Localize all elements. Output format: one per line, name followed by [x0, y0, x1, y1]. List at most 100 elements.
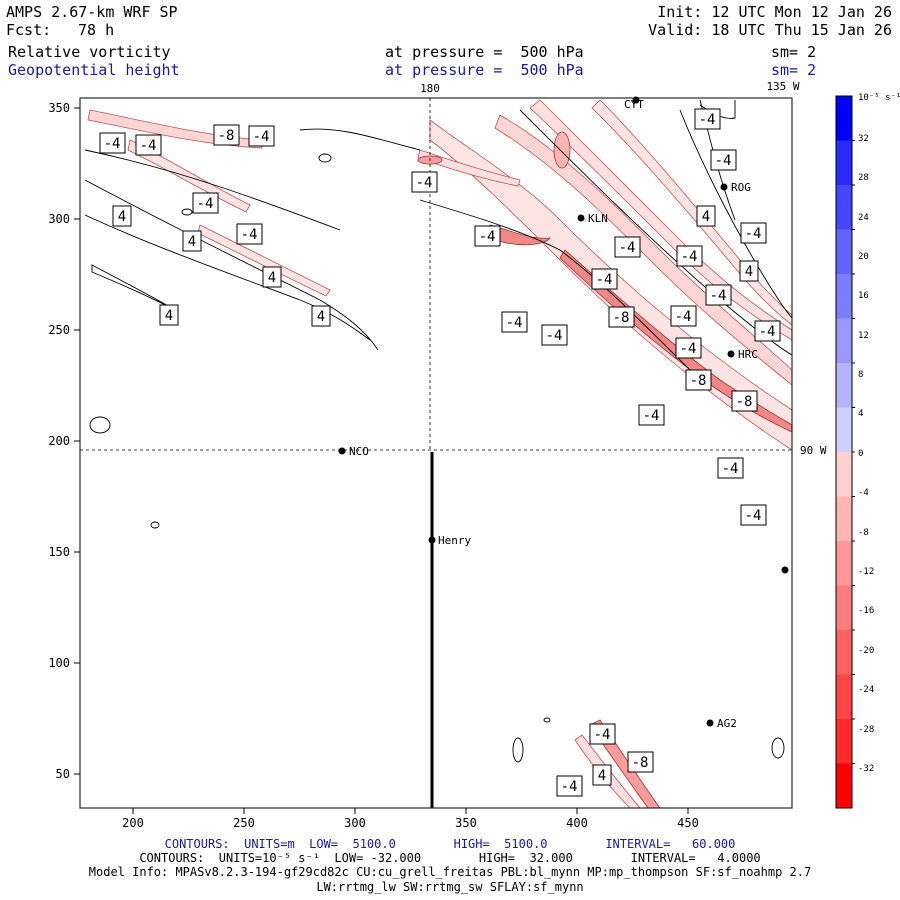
- contour-label: -4: [722, 461, 739, 477]
- contour-label-box: -4: [717, 457, 744, 479]
- contour-label: -4: [710, 288, 727, 304]
- colorbar-segment: [836, 763, 852, 809]
- x-tick-label: 300: [344, 816, 366, 830]
- colorbar-tick: 0: [858, 449, 863, 459]
- colorbar-tick-labels: 32 28 24 20 16 12 8 4 0 -4 -8 -12 -16 -2…: [858, 134, 874, 774]
- y-axis-labels: 350 300 250 200 150 100 50: [48, 101, 70, 781]
- contour-label-box: -8: [627, 751, 654, 773]
- colorbar-segment: [836, 496, 852, 542]
- x-tick-label: 400: [566, 816, 588, 830]
- contour-label: -4: [561, 779, 578, 795]
- contour-label: 4: [268, 270, 276, 286]
- contour-label: 4: [317, 309, 325, 325]
- contour-label-box: 4: [112, 205, 132, 227]
- x-tick-label: 450: [677, 816, 699, 830]
- contour-label-box: -8: [731, 390, 758, 412]
- contour-label: -4: [546, 328, 563, 344]
- contour-label-box: -4: [589, 723, 616, 745]
- contour-label-box: -4: [591, 268, 618, 290]
- colorbar-segment: [836, 185, 852, 230]
- footer-vorticity-contours: CONTOURS: UNITS=10⁻⁵ s⁻¹ LOW= -32.000 HI…: [139, 851, 761, 865]
- contour-label-box: -4: [614, 236, 641, 258]
- colorbar-segment: [836, 274, 852, 319]
- station-label-ag2: AG2: [717, 717, 737, 730]
- contour-label-box: -4: [638, 404, 665, 426]
- contour-label: -8: [218, 128, 235, 144]
- footer-height-contours: CONTOURS: UNITS=m LOW= 5100.0 HIGH= 5100…: [164, 837, 736, 851]
- contour-label: -4: [253, 129, 270, 145]
- contour-label: -4: [479, 229, 496, 245]
- contour-label: -4: [619, 240, 636, 256]
- contour-label: -4: [594, 727, 611, 743]
- colorbar-tick: -28: [858, 725, 874, 735]
- station-marker: [727, 350, 735, 358]
- model-title: AMPS 2.67-km WRF SP: [6, 3, 178, 21]
- contour-label-box: 4: [592, 764, 612, 786]
- station-marker: [632, 96, 640, 104]
- contour-label-box: -4: [192, 192, 219, 214]
- contour-label-box: 4: [159, 304, 179, 326]
- colorbar-segment: [836, 585, 852, 631]
- station-label-hrc: HRC: [738, 348, 758, 361]
- station-label-nco: NCO: [349, 445, 369, 458]
- contour-label-box: -4: [754, 320, 781, 342]
- contour-label: -4: [699, 112, 716, 128]
- y-tick-label: 150: [48, 545, 70, 559]
- contour-label: -4: [197, 196, 214, 212]
- contour-labels: -4 -4 -8 -4 -4 -4 4 4 4 4 4 -4 -4 -4 -4 …: [99, 108, 781, 797]
- colorbar-tick: -12: [858, 567, 874, 577]
- station-marker: [706, 719, 714, 727]
- station-marker: [720, 183, 728, 191]
- colorbar-tick: 8: [858, 370, 863, 380]
- x-tick-label: 200: [122, 816, 144, 830]
- contour-label-box: 4: [311, 305, 331, 327]
- colorbar-segment: [836, 140, 852, 186]
- contour-label-box: -4: [135, 134, 162, 156]
- contour-label: -4: [140, 138, 157, 154]
- x-tick-label: 350: [455, 816, 477, 830]
- colorbar-segment: [836, 541, 852, 586]
- contour-label: -4: [104, 136, 121, 152]
- contour-label-box: -4: [675, 337, 702, 359]
- colorbar-segment: [836, 96, 852, 141]
- contour-label: 4: [165, 308, 173, 324]
- contour-label-box: -4: [556, 775, 583, 797]
- y-tick-label: 50: [56, 767, 70, 781]
- y-tick-label: 350: [48, 101, 70, 115]
- contour-label-box: -4: [236, 223, 263, 245]
- colorbar-segment: [836, 407, 852, 453]
- graticule-lines: [80, 98, 792, 452]
- contour-label: -4: [715, 153, 732, 169]
- colorbar-tick: 4: [858, 409, 863, 419]
- tick-marks: [74, 107, 689, 814]
- field1-level: at pressure = 500 hPa: [385, 43, 584, 61]
- colorbar-tick: -32: [858, 764, 874, 774]
- forecast-value: 78 h: [78, 21, 115, 39]
- colorbar-tick: -8: [858, 528, 869, 538]
- colorbar-segment: [836, 363, 852, 408]
- valid-time: Valid: 18 UTC Thu 15 Jan 26: [648, 21, 892, 39]
- contour-label: -4: [681, 249, 698, 265]
- field2-name: Geopotential height: [8, 61, 180, 79]
- contour-label-box: -8: [608, 306, 635, 328]
- y-tick-label: 250: [48, 323, 70, 337]
- station-label-henry: Henry: [438, 534, 471, 547]
- contour-label-box: -4: [474, 225, 501, 247]
- colorbar-tick: 24: [858, 213, 869, 223]
- plot-frame: [79, 97, 793, 809]
- y-tick-label: 300: [48, 212, 70, 226]
- contour-label-box: -4: [676, 245, 703, 267]
- field2-smooth: sm= 2: [771, 61, 817, 79]
- init-time: Init: 12 UTC Mon 12 Jan 26: [657, 3, 892, 21]
- contour-label: -8: [690, 373, 707, 389]
- contour-label-box: -4: [740, 222, 767, 244]
- contour-label-box: -4: [248, 125, 275, 147]
- contour-label: -8: [613, 310, 630, 326]
- field1-name: Relative vorticity: [8, 43, 171, 61]
- colorbar-segment: [836, 630, 852, 675]
- colorbar-tick: -16: [858, 606, 874, 616]
- colorbar-tick: -24: [858, 685, 874, 695]
- contour-label: -8: [632, 755, 649, 771]
- y-tick-label: 100: [48, 656, 70, 670]
